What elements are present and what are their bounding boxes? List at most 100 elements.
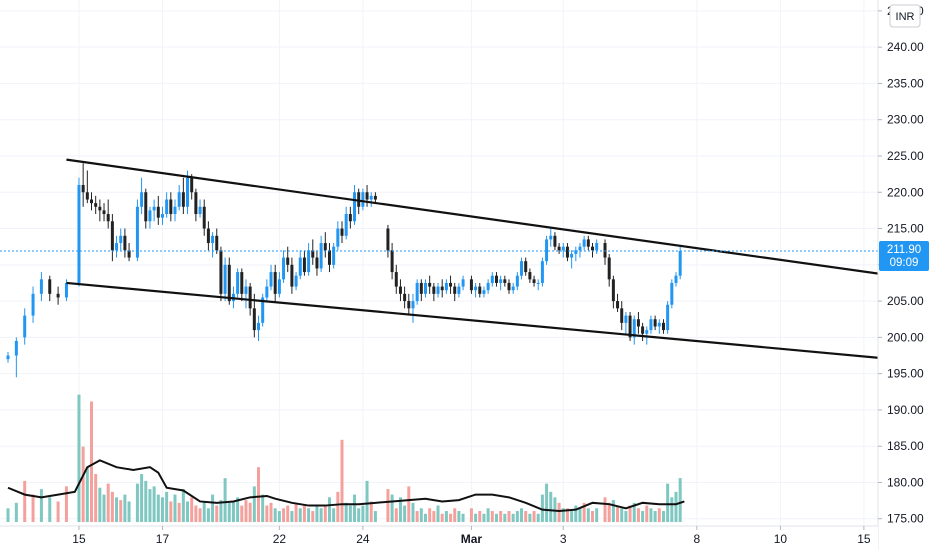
candle xyxy=(453,282,457,302)
candle-body xyxy=(219,250,223,294)
volume-bar xyxy=(257,467,260,522)
volume-bar xyxy=(56,501,60,522)
candle-body xyxy=(524,261,528,273)
volume-bar xyxy=(357,508,361,522)
candle-body xyxy=(536,282,540,284)
candle xyxy=(215,228,219,254)
candle-body xyxy=(64,282,68,298)
volume-bar xyxy=(81,446,85,522)
candle-body xyxy=(407,301,411,309)
candle xyxy=(173,199,177,222)
volume-bar xyxy=(365,480,369,522)
candle xyxy=(524,257,528,276)
candle xyxy=(115,235,119,258)
volume-bar xyxy=(215,505,219,522)
volume-bar xyxy=(173,494,177,522)
volume-bar xyxy=(545,483,549,522)
candle xyxy=(436,282,440,298)
candle xyxy=(373,192,377,204)
volume-bar xyxy=(64,486,68,522)
candle xyxy=(511,282,515,294)
candle xyxy=(440,279,444,298)
candle-body xyxy=(39,279,43,294)
volume-bar xyxy=(110,491,114,522)
candle xyxy=(156,195,160,225)
volume-bar xyxy=(407,486,411,522)
volume-bar xyxy=(678,478,682,522)
candle-body xyxy=(649,319,653,331)
candle xyxy=(302,250,306,276)
candle xyxy=(327,243,331,273)
candle xyxy=(14,337,18,378)
volume-bar xyxy=(140,474,144,522)
volume-bar xyxy=(611,500,615,522)
volume-bar xyxy=(398,497,402,522)
volume-bar xyxy=(511,513,515,522)
candle xyxy=(586,235,590,251)
candle-body xyxy=(678,251,682,276)
candle xyxy=(449,275,453,294)
candle xyxy=(574,246,578,262)
volume-bar xyxy=(23,480,27,522)
candle-body xyxy=(302,257,306,273)
volume-bar xyxy=(603,497,607,522)
candle xyxy=(23,308,27,345)
candle-body xyxy=(578,246,582,251)
volume-bar xyxy=(628,505,632,522)
candle-body xyxy=(645,330,649,334)
volume-bar xyxy=(632,502,636,522)
candle-body xyxy=(415,282,419,302)
volume-bar xyxy=(449,513,453,522)
time-scale[interactable] xyxy=(0,526,878,550)
candle-body xyxy=(327,250,331,265)
volume-bar xyxy=(169,501,173,522)
candle-body xyxy=(636,319,640,327)
volume-bar xyxy=(636,508,640,522)
volume-bar xyxy=(319,508,323,522)
volume-bar xyxy=(415,511,419,522)
candle xyxy=(678,246,682,280)
volume-bar xyxy=(323,505,327,522)
candle-body xyxy=(390,250,394,273)
candle xyxy=(494,272,498,287)
candle-body xyxy=(23,315,27,338)
candle-body xyxy=(227,264,231,302)
candle-body xyxy=(503,279,507,283)
candle-body xyxy=(361,192,365,207)
y-tick-label: 195.00 xyxy=(887,367,924,381)
volume-bar xyxy=(515,511,519,522)
candle-body xyxy=(298,257,302,276)
candle xyxy=(474,282,478,298)
candle-body xyxy=(311,250,315,258)
volume-bar xyxy=(457,511,461,522)
candle-body xyxy=(244,286,248,294)
candle xyxy=(206,221,210,251)
candle-body xyxy=(440,286,444,291)
candle xyxy=(344,206,348,240)
candle-body xyxy=(160,214,164,218)
candle-body xyxy=(353,192,357,222)
volume-bar xyxy=(31,494,35,522)
candle xyxy=(198,199,202,218)
candle xyxy=(190,174,194,200)
candle-body xyxy=(156,206,160,218)
candle xyxy=(457,282,461,298)
trend-channel[interactable] xyxy=(66,158,894,361)
candle xyxy=(540,257,544,287)
candle xyxy=(127,243,131,262)
candle-body xyxy=(507,282,511,291)
volume-bar xyxy=(499,511,503,522)
candle xyxy=(211,232,215,258)
price-scale[interactable] xyxy=(878,0,932,550)
volume-bar xyxy=(315,505,319,522)
volume-bar xyxy=(198,508,202,522)
candle-body xyxy=(223,264,227,294)
candle xyxy=(407,293,411,316)
candle-body xyxy=(461,279,465,287)
volume-bar xyxy=(520,508,524,522)
candle-body xyxy=(202,206,206,229)
currency-badge[interactable] xyxy=(889,4,921,28)
candle-body xyxy=(248,286,252,309)
y-tick-label: 200.00 xyxy=(887,330,924,344)
